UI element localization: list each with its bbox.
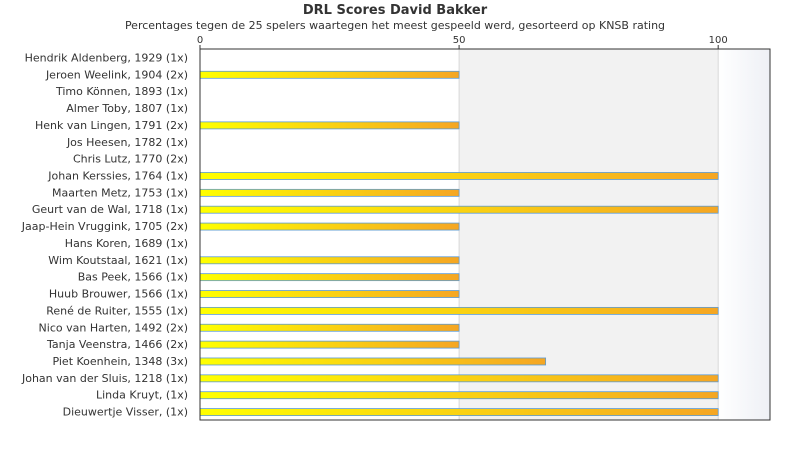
- category-label: Hans Koren, 1689 (1x): [65, 237, 188, 250]
- bar: [199, 172, 719, 180]
- bar: [199, 222, 460, 231]
- bar: [199, 205, 719, 214]
- category-label: Almer Toby, 1807 (1x): [66, 102, 188, 115]
- category-label: Jaap-Hein Vruggink, 1705 (2x): [21, 220, 188, 233]
- x-axis-ticks: 0 50 100: [197, 35, 728, 49]
- category-label: Nico van Harten, 1492 (2x): [39, 321, 188, 334]
- category-label: Johan Kerssies, 1764 (1x): [47, 169, 188, 182]
- bar: [199, 290, 460, 298]
- bar: [199, 121, 460, 130]
- bar: [199, 188, 460, 197]
- category-label: Geurt van de Wal, 1718 (1x): [32, 203, 188, 216]
- bar: [199, 70, 460, 79]
- plot-frame: [199, 48, 771, 421]
- category-label: Jeroen Weelink, 1904 (2x): [45, 68, 188, 81]
- bar: [199, 357, 547, 366]
- bar: [199, 273, 460, 282]
- category-label: Maarten Metz, 1753 (1x): [52, 186, 188, 199]
- bar: [199, 391, 719, 400]
- x-tick-label: 50: [453, 35, 466, 46]
- category-labels: Hendrik Aldenberg, 1929 (1x) Jeroen Weeli…: [21, 51, 188, 418]
- category-label: René de Ruiter, 1555 (1x): [46, 304, 188, 317]
- x-tick-label: 0: [197, 35, 203, 46]
- bar: [199, 323, 460, 332]
- category-label: Wim Koutstaal, 1621 (1x): [48, 254, 188, 267]
- bar: [199, 340, 460, 349]
- chart-subtitle: Percentages tegen de 25 spelers waartege…: [125, 19, 665, 32]
- category-label: Jos Heesen, 1782 (1x): [66, 136, 188, 149]
- category-label: Linda Kruyt, (1x): [96, 389, 188, 402]
- category-label: Dieuwertje Visser, (1x): [63, 406, 188, 419]
- category-label: Huub Brouwer, 1566 (1x): [49, 288, 188, 301]
- category-label: Tanja Veenstra, 1466 (2x): [46, 338, 188, 351]
- x-tick-label: 100: [709, 35, 728, 46]
- category-label: Piet Koenhein, 1348 (3x): [52, 355, 188, 368]
- category-label: Chris Lutz, 1770 (2x): [73, 153, 188, 166]
- bar: [199, 306, 719, 315]
- category-label: Hendrik Aldenberg, 1929 (1x): [25, 51, 188, 64]
- category-label: Johan van der Sluis, 1218 (1x): [21, 372, 188, 385]
- bar: [199, 374, 719, 383]
- chart-title: DRL Scores David Bakker: [303, 3, 488, 18]
- bar: [199, 256, 460, 265]
- category-label: Bas Peek, 1566 (1x): [78, 271, 188, 284]
- category-label: Timo Können, 1893 (1x): [55, 85, 188, 98]
- plot-band-fade: [718, 49, 770, 420]
- bar: [199, 408, 719, 416]
- category-label: Henk van Lingen, 1791 (2x): [35, 119, 188, 132]
